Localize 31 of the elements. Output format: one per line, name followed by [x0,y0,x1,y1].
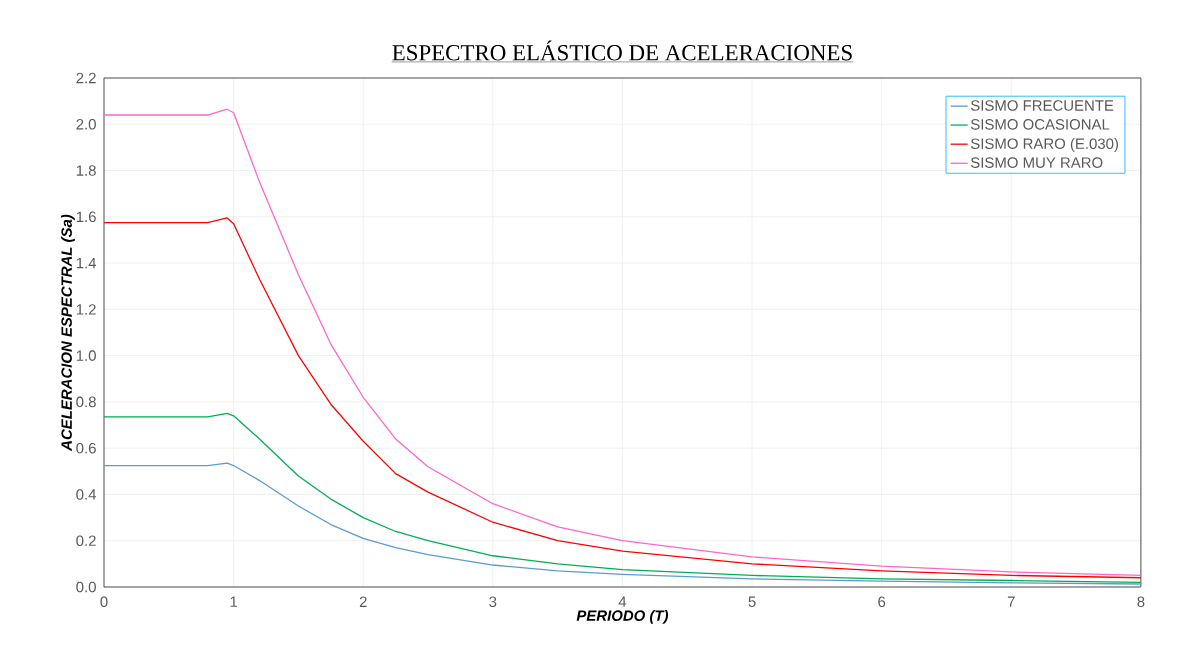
y-tick-label: 1.2 [76,304,96,315]
y-tick-label: 2.2 [76,72,96,84]
y-tick-label: 0.2 [76,535,96,547]
x-axis-title: PERIODO (T) [576,609,669,624]
x-tick-label: 8 [1137,596,1145,608]
legend-label: SISMO FRECUENTE [970,100,1114,111]
line-series [104,217,1141,579]
x-tick-label: 4 [618,596,627,607]
x-tick-label: 5 [748,596,756,607]
x-tick-label: 3 [489,596,497,608]
line-series [104,412,1141,584]
legend-label: SISMO MUY RARO [970,157,1103,168]
y-tick-label: 0.0 [76,581,96,593]
y-tick-label: 1.0 [76,350,96,361]
y-tick-label: 2.0 [76,118,96,130]
x-tick-label: 6 [878,596,886,608]
y-tick-label: 1.4 [76,257,97,269]
y-tick-label: 0.8 [76,396,96,408]
y-tick-label: 0.4 [76,489,97,500]
x-tick-label: 1 [230,596,238,607]
line-series [104,462,1141,585]
y-tick-label: 1.6 [76,211,96,223]
y-tick-label: 1.8 [76,165,96,176]
x-tick-label: 2 [359,596,367,607]
y-tick-label: 0.6 [76,442,96,454]
x-tick-label: 7 [1007,596,1015,607]
y-axis-title: ACELERACION ESPECTRAL (Sa) [60,214,75,452]
legend-label: SISMO RARO (E.030) [970,138,1119,152]
legend-label: SISMO OCASIONAL [970,119,1110,130]
chart-title: ESPECTRO ELÁSTICO DE ACELERACIONES [392,40,852,61]
x-tick-label: 0 [100,596,108,608]
